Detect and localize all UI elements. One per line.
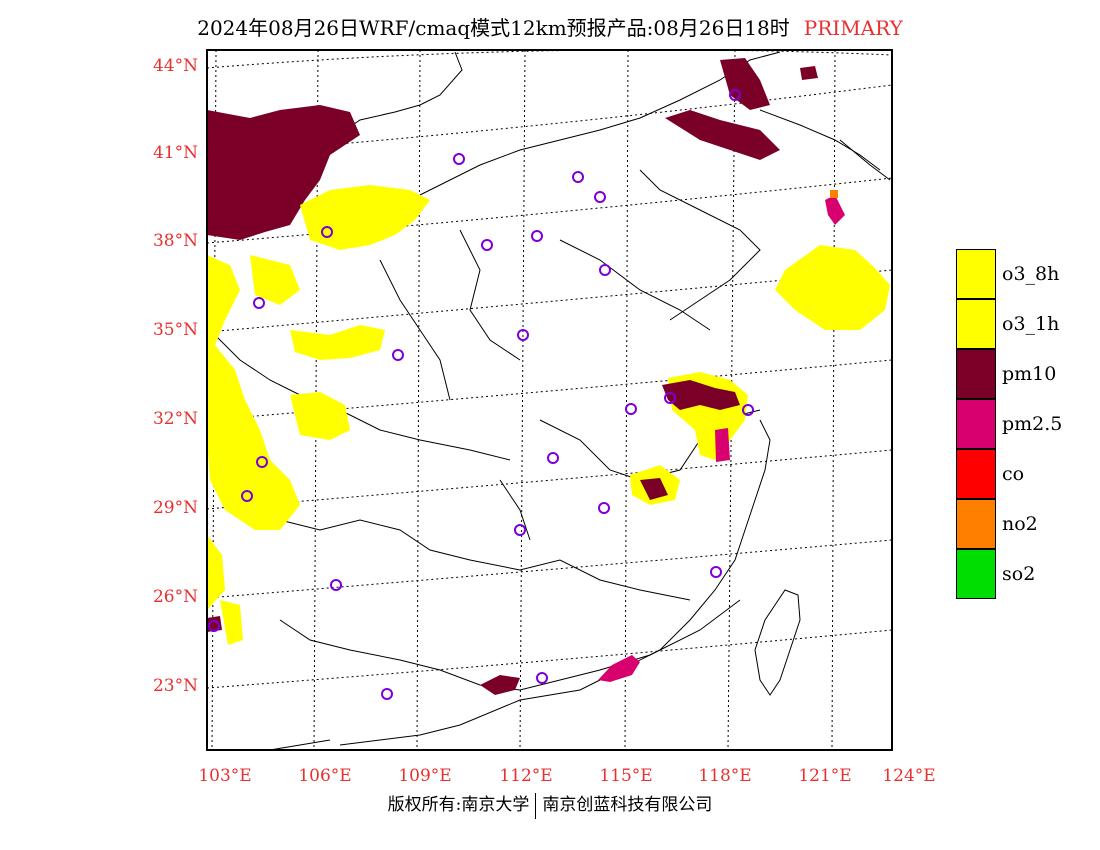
legend-swatch bbox=[956, 549, 996, 599]
legend-swatch bbox=[956, 399, 996, 449]
o3-area-west-lower bbox=[207, 535, 225, 610]
legend-label: no2 bbox=[1002, 513, 1038, 535]
legend-item-no2: no2 bbox=[956, 499, 1096, 549]
lat-label: 35°N bbox=[152, 320, 198, 340]
pm10-area-jiangsu bbox=[662, 380, 740, 410]
lon-label: 115°E bbox=[599, 766, 653, 786]
footer-divider bbox=[535, 792, 537, 819]
legend-label: pm2.5 bbox=[1002, 413, 1063, 435]
legend-label: o3_8h bbox=[1002, 263, 1060, 285]
pm25-area-zhejiang bbox=[715, 428, 730, 462]
lat-label: 29°N bbox=[152, 498, 198, 518]
legend-swatch bbox=[956, 449, 996, 499]
copyright-footer: 版权所有:南京大学 南京创蓝科技有限公司 bbox=[0, 790, 1100, 819]
legend: o3_8h o3_1h pm10 pm2.5 co no2 so2 bbox=[956, 249, 1096, 599]
lon-label: 103°E bbox=[198, 766, 252, 786]
o3-area-west bbox=[207, 255, 300, 530]
title-main: 2024年08月26日WRF/cmaq模式12km预报产品:08月26日18时 bbox=[197, 16, 790, 40]
pm25-area-liaoning bbox=[825, 195, 845, 225]
no2-area-liaoning bbox=[830, 190, 838, 198]
title-primary-tag: PRIMARY bbox=[803, 16, 903, 40]
legend-label: co bbox=[1002, 463, 1025, 485]
lat-label: 23°N bbox=[152, 676, 198, 696]
lon-label: 124°E bbox=[882, 766, 936, 786]
legend-swatch bbox=[956, 249, 996, 299]
legend-item-o3-8h: o3_8h bbox=[956, 249, 1096, 299]
pm10-area-shandong bbox=[800, 66, 818, 80]
lon-label: 121°E bbox=[798, 766, 852, 786]
lat-label: 44°N bbox=[152, 56, 198, 76]
legend-item-co: co bbox=[956, 449, 1096, 499]
pm10-area-northwest bbox=[207, 105, 360, 240]
pm10-area-northeast bbox=[720, 58, 770, 110]
lon-label: 106°E bbox=[298, 766, 352, 786]
legend-label: so2 bbox=[1002, 563, 1036, 585]
legend-swatch bbox=[956, 499, 996, 549]
o3-area-yellow-sea bbox=[775, 245, 890, 330]
pm10-area-jiangxi bbox=[640, 478, 668, 500]
legend-item-pm10: pm10 bbox=[956, 349, 1096, 399]
pm25-area-guangdong bbox=[598, 655, 640, 682]
copyright-company: 南京创蓝科技有限公司 bbox=[542, 795, 713, 815]
legend-item-pm25: pm2.5 bbox=[956, 399, 1096, 449]
lat-label: 26°N bbox=[152, 587, 198, 607]
legend-item-o3-1h: o3_1h bbox=[956, 299, 1096, 349]
o3-area-sichuan bbox=[220, 600, 243, 645]
pm10-area-hebei bbox=[665, 110, 780, 160]
pm10-area-guangdong bbox=[480, 675, 520, 695]
lon-label: 118°E bbox=[698, 766, 752, 786]
legend-item-so2: so2 bbox=[956, 549, 1096, 599]
legend-swatch bbox=[956, 299, 996, 349]
legend-label: pm10 bbox=[1002, 363, 1057, 385]
copyright-owner: 版权所有:南京大学 bbox=[387, 795, 530, 815]
pollutant-areas bbox=[207, 58, 890, 695]
lat-label: 38°N bbox=[152, 231, 198, 251]
o3-area-gansu bbox=[250, 255, 300, 305]
o3-area-inner-mongolia bbox=[300, 185, 430, 250]
legend-label: o3_1h bbox=[1002, 313, 1060, 335]
lat-label: 41°N bbox=[152, 143, 198, 163]
station-markers bbox=[208, 89, 754, 700]
lon-label: 109°E bbox=[398, 766, 452, 786]
o3-area-shaanxi bbox=[290, 325, 385, 360]
legend-swatch bbox=[956, 349, 996, 399]
map-frame bbox=[206, 49, 893, 751]
lon-label: 112°E bbox=[499, 766, 553, 786]
lat-label: 32°N bbox=[152, 409, 198, 429]
o3-area-central bbox=[290, 392, 350, 440]
map-title: 2024年08月26日WRF/cmaq模式12km预报产品:08月26日18时 P… bbox=[0, 12, 1100, 41]
